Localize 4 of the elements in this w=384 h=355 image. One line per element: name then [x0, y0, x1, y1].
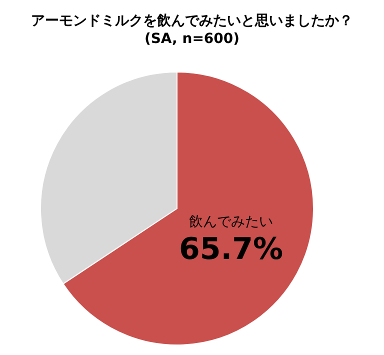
chart-subtitle: (SA, n=600): [144, 31, 240, 48]
chart-title: アーモンドミルクを飲んでみたいと思いましたか？: [31, 12, 353, 29]
data-label: 65.7%: [179, 232, 284, 267]
slice-label: 飲んでみたい: [189, 214, 273, 230]
